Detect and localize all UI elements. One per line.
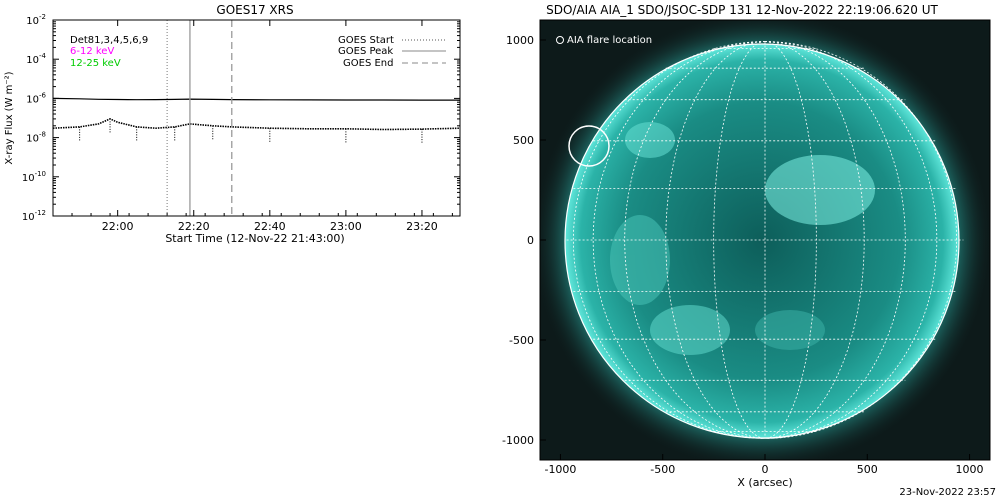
aia-ytick-label: -1000 bbox=[502, 434, 534, 447]
aia-xtick-label: -1000 bbox=[544, 463, 576, 476]
longitude-gridline bbox=[764, 41, 817, 439]
longitude-gridline bbox=[764, 41, 958, 439]
longitude-gridline bbox=[624, 41, 766, 439]
aia-xlabel: X (arcsec) bbox=[737, 476, 792, 489]
legend-goes-peak: GOES Peak bbox=[338, 46, 393, 57]
solar-limb bbox=[564, 43, 960, 439]
goes-chart-title: GOES17 XRS bbox=[216, 3, 293, 17]
longitude-gridline bbox=[764, 41, 865, 439]
goes-ytick-label: 10-6 bbox=[26, 91, 46, 105]
footer-timestamp: 23-Nov-2022 23:57 bbox=[899, 487, 996, 498]
goes-xtick-label: 23:20 bbox=[406, 220, 438, 233]
goes-ytick-label: 10-8 bbox=[26, 131, 46, 145]
aia-ytick-label: 0 bbox=[527, 234, 534, 247]
goes-ylabel: X-ray Flux (W m⁻²) bbox=[4, 71, 15, 164]
flare-location-marker bbox=[568, 125, 610, 167]
legend-goes-end: GOES End bbox=[343, 58, 393, 69]
aia-legend: AIA flare location bbox=[556, 35, 652, 46]
detector-annotation: Det81,3,4,5,6,9 bbox=[70, 35, 148, 46]
legend-goes-start: GOES Start bbox=[338, 35, 394, 46]
goes-ytick-label: 10-12 bbox=[22, 209, 46, 223]
goes-series-0-line bbox=[52, 97, 460, 101]
aia-ytick-label: -500 bbox=[509, 334, 534, 347]
goes-ytick-label: 10-10 bbox=[22, 170, 46, 184]
goes-xtick-label: 22:40 bbox=[254, 220, 286, 233]
aia-image bbox=[540, 20, 990, 460]
aia-ytick-label: 1000 bbox=[506, 34, 534, 47]
aia-xtick-label: -500 bbox=[650, 463, 675, 476]
aia-xtick-label: 1000 bbox=[956, 463, 984, 476]
goes-xlabel: Start Time (12-Nov-22 21:43:00) bbox=[165, 232, 344, 245]
aia-chart-title: SDO/AIA AIA_1 SDO/JSOC-SDP 131 12-Nov-20… bbox=[546, 3, 938, 17]
aia-xtick-label: 0 bbox=[762, 463, 769, 476]
low-energy-annotation: 6-12 keV bbox=[70, 46, 114, 57]
aia-xtick-label: 500 bbox=[857, 463, 878, 476]
goes-xtick-label: 23:00 bbox=[330, 220, 362, 233]
high-energy-annotation: 12-25 keV bbox=[70, 58, 121, 69]
goes-ytick-label: 10-4 bbox=[26, 52, 46, 66]
longitude-gridline bbox=[592, 41, 766, 439]
legend-circle-icon bbox=[556, 36, 564, 44]
longitude-gridline bbox=[764, 41, 906, 439]
aia-image-panel: SDO/AIA AIA_1 SDO/JSOC-SDP 131 12-Nov-20… bbox=[502, 3, 991, 489]
goes-xrs-chart: GOES17 XRS X-ray Flux (W m⁻²) Start Time… bbox=[4, 3, 461, 245]
longitude-gridline bbox=[764, 41, 938, 439]
goes-legend: GOES Start GOES Peak GOES End bbox=[338, 35, 446, 69]
goes-xtick-label: 22:20 bbox=[178, 220, 210, 233]
longitude-gridline bbox=[713, 41, 766, 439]
goes-series-1-line bbox=[52, 118, 461, 131]
legend-flare-location: AIA flare location bbox=[567, 35, 652, 46]
goes-plot-frame bbox=[52, 19, 461, 217]
goes-ytick-label: 10-2 bbox=[26, 13, 46, 27]
longitude-gridline bbox=[665, 41, 766, 439]
aia-ytick-label: 500 bbox=[513, 134, 534, 147]
goes-xtick-label: 22:00 bbox=[102, 220, 134, 233]
